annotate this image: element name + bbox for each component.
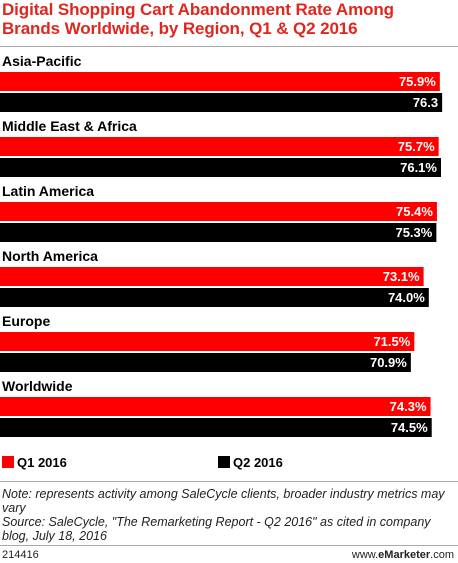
category-label-asia-pacific: Asia-Pacific bbox=[2, 53, 82, 69]
value-label-middle-east-africa-q2: 76.1% bbox=[400, 160, 437, 175]
legend-divider bbox=[0, 481, 458, 482]
value-label-latin-america-q1: 75.4% bbox=[396, 204, 433, 219]
bar-europe-q2 bbox=[0, 353, 411, 372]
bar-north-america-q1 bbox=[0, 267, 424, 286]
category-label-latin-america: Latin America bbox=[2, 183, 94, 199]
legend-label-q1: Q1 2016 bbox=[17, 455, 67, 470]
category-label-europe: Europe bbox=[2, 313, 50, 329]
note-text: Note: represents activity among SaleCycl… bbox=[2, 487, 445, 515]
value-label-north-america-q2: 74.0% bbox=[388, 290, 425, 305]
bar-worldwide-q2 bbox=[0, 418, 432, 437]
brand-link[interactable]: www.eMarketer.com bbox=[352, 549, 454, 561]
category-label-north-america: North America bbox=[2, 248, 98, 264]
bar-europe-q1 bbox=[0, 332, 415, 351]
value-label-middle-east-africa-q1: 75.7% bbox=[398, 139, 435, 154]
legend-item-q2: Q2 2016 bbox=[218, 456, 283, 470]
chart-title: Digital Shopping Cart Abandonment Rate A… bbox=[2, 0, 394, 38]
value-label-europe-q1: 71.5% bbox=[373, 334, 410, 349]
notes: Note: represents activity among SaleCycl… bbox=[2, 487, 452, 543]
category-label-middle-east-africa: Middle East & Africa bbox=[2, 118, 137, 134]
footer-divider bbox=[0, 545, 458, 546]
legend-label-q2: Q2 2016 bbox=[233, 455, 283, 470]
chart-id: 214416 bbox=[2, 549, 39, 561]
legend-swatch-q1 bbox=[2, 456, 14, 468]
category-label-worldwide: Worldwide bbox=[2, 378, 73, 394]
value-label-europe-q2: 70.9% bbox=[370, 355, 407, 370]
value-label-asia-pacific-q1: 75.9% bbox=[399, 74, 436, 89]
brand-name: eMarketer bbox=[378, 549, 431, 561]
value-label-asia-pacific-q2: 76.3 bbox=[413, 95, 438, 110]
value-label-north-america-q1: 73.1% bbox=[383, 269, 420, 284]
bar-chart: Asia-Pacific 75.9% 76.3 Middle East & Afric… bbox=[0, 53, 443, 437]
bar-north-america-q2 bbox=[0, 288, 429, 307]
brand-prefix: www. bbox=[351, 549, 379, 561]
title-divider bbox=[0, 46, 458, 47]
source-text: Source: SaleCycle, "The Remarketing Repo… bbox=[2, 515, 431, 543]
legend-swatch-q2 bbox=[218, 456, 230, 468]
bar-worldwide-q1 bbox=[0, 397, 431, 416]
value-label-latin-america-q2: 75.3% bbox=[395, 225, 432, 240]
bar-asia-pacific-q2 bbox=[0, 93, 443, 112]
bar-middle-east-africa-q1 bbox=[0, 137, 439, 156]
bar-latin-america-q2 bbox=[0, 223, 437, 242]
bar-middle-east-africa-q2 bbox=[0, 158, 441, 177]
brand-suffix: .com bbox=[430, 549, 454, 561]
value-label-worldwide-q2: 74.5% bbox=[391, 420, 428, 435]
bar-latin-america-q1 bbox=[0, 202, 437, 221]
legend-item-q1: Q1 2016 bbox=[2, 456, 67, 470]
bar-asia-pacific-q1 bbox=[0, 72, 440, 91]
value-label-worldwide-q1: 74.3% bbox=[390, 399, 427, 414]
